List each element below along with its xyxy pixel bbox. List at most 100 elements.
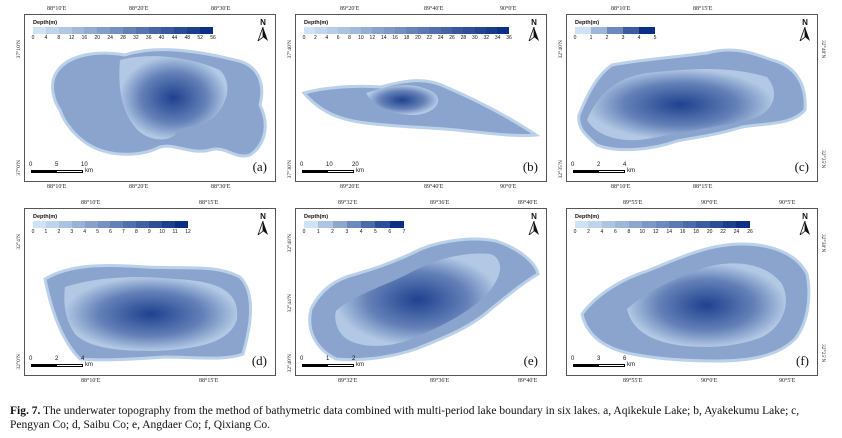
lake-deep-zone (64, 277, 238, 351)
legend-value: 8 (134, 229, 138, 235)
depth-legend: Depth(m) 0 2 4 6 8 10 12 14 16 18 20 22 24 26 28 30 32 34 3… (303, 20, 512, 42)
legend-value: 4 (600, 229, 604, 235)
bottom-longitude-tick: 89°40′E (424, 184, 444, 190)
depth-color-ramp (33, 27, 213, 34)
ramp-swatch (486, 27, 498, 34)
legend-value: 12 (68, 35, 75, 41)
legend-value: 6 (388, 229, 392, 235)
depth-color-ramp (575, 221, 750, 228)
lake-deep-zone (627, 263, 786, 347)
left-latitude-tick: 32°40′N (287, 354, 293, 373)
ramp-swatch (304, 27, 316, 34)
ramp-swatch (722, 221, 737, 228)
legend-title: Depth(m) (304, 20, 329, 26)
scale-label: 20 (352, 162, 359, 168)
scale-bar: 0 3 6 km (571, 353, 663, 368)
north-arrow-icon: N (257, 213, 269, 237)
legend-value: 4 (359, 229, 363, 235)
scale-label: 2 (55, 356, 59, 362)
legend-value: 5 (653, 35, 657, 41)
legend-value: 24 (437, 35, 444, 41)
scale-label: 4 (623, 162, 627, 168)
lake-bathymetry (43, 263, 252, 362)
ramp-swatch (642, 221, 656, 228)
scale-label: 2 (597, 162, 601, 168)
north-arrow-icon: N (257, 19, 269, 43)
legend-value: 26 (747, 229, 753, 235)
scale-unit: km (85, 362, 93, 368)
bottom-longitude-tick: 88°10′E (47, 184, 67, 190)
legend-value: 48 (184, 35, 191, 41)
ramp-swatch (136, 221, 150, 228)
ramp-swatch (149, 221, 163, 228)
legend-value: 16 (81, 35, 88, 41)
ramp-swatch (655, 221, 670, 228)
bottom-longitude-tick: 89°20′E (340, 184, 360, 190)
figure-number: Fig. 7. (10, 405, 41, 417)
legend-value: 8 (57, 35, 61, 41)
legend-value: 3 (621, 35, 625, 41)
legend-value: 12 (369, 35, 376, 41)
panel-label: (a) (252, 159, 267, 174)
map-panel-d: 88°10′E 88°15′E 88°10′E 88°15′E 32°4′N 32°0′N… (16, 200, 276, 384)
ramp-swatch (97, 27, 111, 34)
north-arrow-icon: N (528, 19, 540, 43)
legend-value: 9 (147, 229, 151, 235)
scale-bar-graphic (31, 170, 83, 173)
legend-value: 32 (483, 35, 489, 41)
legend-value: 0 (31, 35, 35, 41)
legend-value: 20 (706, 229, 713, 235)
depth-color-ramp (304, 221, 404, 228)
legend-value: 10 (639, 229, 646, 235)
lake-deep-zone (366, 85, 439, 115)
map-panel-b: 89°20′E 89°40′E 90°0′E 89°20′E 89°40′E 90°0′E… (287, 6, 547, 190)
scale-bar-graphic (302, 364, 354, 367)
legend-value: 18 (693, 229, 699, 235)
ramp-swatch (187, 27, 200, 34)
lake-bathymetry (51, 48, 267, 158)
bottom-longitude-tick: 90°0′E (500, 184, 517, 190)
legend-title: Depth(m) (33, 20, 58, 26)
scale-bar-graphic (573, 170, 625, 173)
legend-value: 34 (494, 35, 501, 41)
north-label: N (802, 212, 808, 221)
ramp-swatch (361, 221, 376, 228)
legend-value: 0 (573, 35, 577, 41)
legend-value: 2 (605, 35, 609, 41)
legend-value: 0 (302, 229, 306, 235)
ramp-swatch (162, 221, 175, 228)
ramp-swatch (110, 27, 123, 34)
map-panel-a: 88°10′E 88°20′E 88°30′E 88°10′E 88°20′E 88°30… (16, 6, 276, 190)
bottom-longitude-tick: 89°55′E (623, 378, 643, 384)
depth-color-ramp (33, 221, 188, 228)
ramp-swatch (395, 27, 407, 34)
legend-value: 14 (666, 229, 672, 235)
legend-value: 36 (145, 35, 152, 41)
ramp-swatch (591, 27, 607, 34)
lake-bathymetry (580, 242, 811, 363)
ramp-swatch (332, 221, 347, 228)
legend-value: 8 (627, 229, 631, 235)
legend-value: 56 (210, 35, 216, 41)
depth-legend: Depth(m) 0 2 4 6 8 10 12 14 16 18 20 22 24 26 (574, 214, 753, 236)
lake-deep-zone (335, 253, 501, 346)
depth-color-ramp (304, 27, 509, 34)
bottom-longitude-tick: 90°5′E (779, 378, 796, 384)
lake-bathymetry (308, 237, 540, 362)
left-latitude-tick: 32°0′N (16, 354, 22, 370)
right-latitude-tick: 32°35′N (820, 150, 826, 169)
north-label: N (802, 18, 808, 27)
depth-legend: Depth(m) 0 1 2 3 4 5 (573, 20, 657, 42)
scale-label: 10 (81, 162, 88, 168)
top-longitude-tick: 88°30′E (211, 6, 231, 12)
legend-title: Depth(m) (575, 214, 600, 220)
lake-bathymetry (301, 79, 541, 138)
figure-caption: Fig. 7. The underwater topography from t… (10, 404, 836, 432)
depth-color-ramp (575, 27, 655, 34)
top-longitude-tick: 89°20′E (340, 6, 360, 12)
ramp-swatch (440, 27, 452, 34)
ramp-swatch (174, 221, 188, 228)
ramp-swatch (315, 27, 327, 34)
scale-unit: km (85, 168, 93, 174)
ramp-swatch (199, 27, 213, 34)
